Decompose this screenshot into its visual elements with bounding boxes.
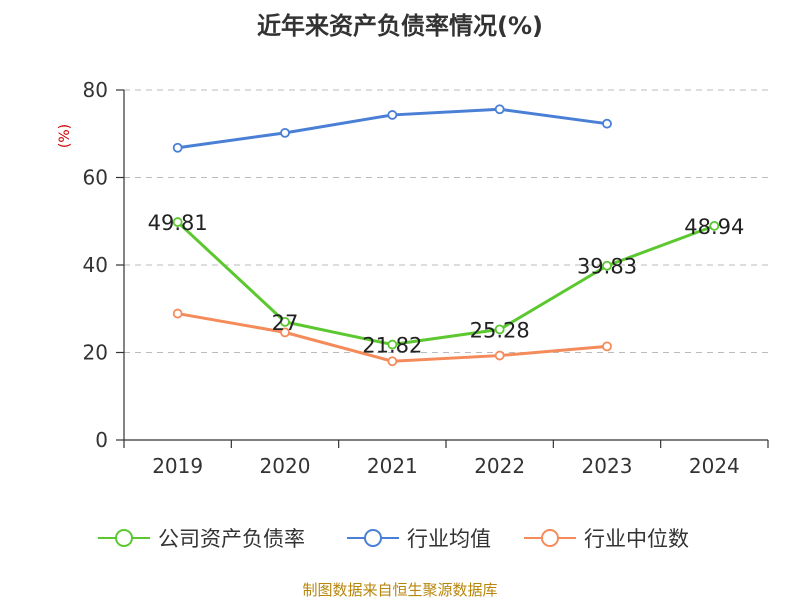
axis-layer: 0 20 40 60 80 2019 2020 2021 2022 2023 2024: [83, 78, 769, 478]
x-tick-label: 2023: [582, 454, 633, 478]
data-label: 39.83: [577, 255, 637, 279]
legend-company-marker-icon: [98, 529, 150, 547]
series-layer: [172, 104, 720, 367]
x-tick-label: 2019: [152, 454, 203, 478]
legend-industry-avg-circle: [364, 529, 382, 547]
legend-industry-median-marker-icon: [524, 529, 576, 547]
y-tick-label: 20: [83, 341, 108, 365]
x-tick-label: 2020: [260, 454, 311, 478]
data-point-0: [709, 220, 720, 231]
data-point-0: [387, 339, 398, 350]
legend-industry-median-circle: [541, 529, 559, 547]
data-point-0: [172, 217, 183, 227]
y-tick-label: 0: [95, 428, 108, 452]
data-point-2: [602, 341, 612, 352]
data-point-2: [172, 308, 183, 319]
grid-layer: [124, 89, 768, 353]
x-tick-label: 2024: [689, 454, 740, 478]
data-point-2: [280, 327, 290, 338]
x-tick-label: 2021: [367, 454, 418, 478]
data-label: 27: [272, 311, 299, 335]
data-point-0: [494, 324, 505, 335]
legend-label-industry-avg: 行业均值: [407, 527, 491, 551]
data-point-0: [602, 260, 612, 271]
y-tick-label: 40: [83, 253, 108, 277]
x-tick-label: 2022: [474, 454, 525, 478]
data-point-1: [602, 118, 612, 129]
data-label-layer: 49.81 27 21.82 25.28 39.83 48.94: [148, 211, 745, 357]
data-point-1: [387, 110, 398, 120]
legend-item-company[interactable]: 公司资产负债率: [98, 521, 305, 555]
data-label: 48.94: [684, 215, 744, 239]
data-label: 49.81: [148, 211, 208, 235]
data-point-2: [494, 350, 505, 361]
legend-label-company: 公司资产负债率: [158, 527, 305, 551]
data-label: 21.82: [362, 334, 422, 358]
legend-company-circle: [115, 529, 133, 547]
legend: 公司资产负债率 行业均值 行业中位数: [0, 521, 800, 555]
chart-title: 近年来资产负债率情况(%): [257, 12, 543, 40]
data-point-1: [172, 142, 183, 153]
source-note: 制图数据来自恒生聚源数据库: [302, 581, 498, 599]
legend-item-industry-median[interactable]: 行业中位数: [524, 521, 689, 555]
data-label: 25.28: [470, 318, 530, 342]
data-point-0: [280, 316, 290, 327]
legend-industry-avg-marker-icon: [347, 529, 399, 547]
data-point-1: [494, 104, 505, 115]
legend-item-industry-avg[interactable]: 行业均值: [347, 521, 491, 555]
series-line-0: [176, 220, 715, 347]
y-tick-label: 80: [83, 78, 108, 102]
data-point-1: [280, 127, 290, 138]
data-point-2: [387, 356, 398, 367]
legend-label-industry-median: 行业中位数: [584, 527, 689, 551]
y-tick-label: 60: [83, 166, 108, 190]
